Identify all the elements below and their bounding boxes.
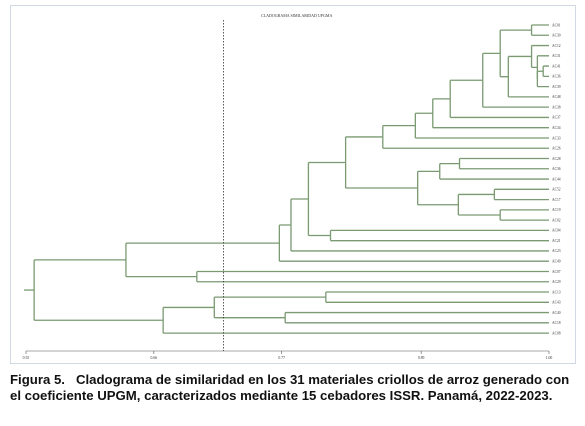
branch-n12: [458, 157, 549, 170]
branch-n26: [325, 291, 549, 303]
branches-group: [24, 24, 549, 334]
leaf-label: AC44: [552, 177, 561, 181]
branch-n15: [499, 209, 549, 221]
branch-n7: [499, 29, 532, 78]
dendrogram-plot: CLADOGRAMA SIMILARIDAD UPGMA AC01 AC30 AC1…: [23, 13, 561, 360]
branch-n27: [284, 311, 549, 324]
plot-title: CLADOGRAMA SIMILARIDAD UPGMA: [261, 13, 332, 18]
leaf-label: AC17: [552, 198, 561, 202]
branch-n2: [542, 65, 549, 77]
figure-frame: CLADOGRAMA SIMILARIDAD UPGMA AC01 AC30 AC1…: [10, 5, 576, 364]
x-tick-label: 0.77: [278, 356, 285, 360]
x-tick-label: 0.66: [151, 356, 158, 360]
caption-text: Cladograma de similaridad en los 31 mate…: [10, 372, 570, 403]
leaf-label: AC28: [552, 157, 561, 161]
leaf-label: AC39: [552, 85, 561, 89]
branch-n10: [432, 98, 549, 129]
leaf-label: AC21: [552, 239, 561, 243]
leaf-label: AC43: [552, 301, 561, 305]
leaf-label: AC40: [552, 311, 561, 315]
leaf-label: AC49: [552, 260, 561, 264]
branch-n22: [290, 198, 549, 252]
branch-n17: [417, 170, 459, 206]
branch-n9: [449, 79, 549, 119]
x-tick-label: 1.00: [546, 356, 553, 360]
branch-n16: [457, 193, 501, 216]
leaf-label: AC48: [552, 95, 561, 99]
leaf-label: AC29: [552, 280, 561, 284]
caption-label: Figura 5.: [10, 372, 65, 387]
leaf-label: AC31: [552, 54, 561, 58]
branch-n8: [482, 52, 549, 108]
x-tick-label: 0.89: [418, 356, 425, 360]
leaf-label: AC18: [552, 321, 561, 325]
branch-n13: [439, 162, 549, 180]
x-axis: 0.55 0.66 0.77 0.89 1.00: [23, 350, 553, 360]
leaf-label: AC08: [552, 331, 561, 335]
branch-n5: [530, 44, 549, 69]
leaf-label: AC12: [552, 44, 561, 48]
branch-n28: [213, 296, 326, 319]
leaf-label: AC38: [552, 105, 561, 109]
leaf-label: AC01: [552, 23, 561, 27]
branch-n30: [33, 259, 164, 321]
branch-n29: [162, 306, 549, 334]
leaf-label: AC36: [552, 75, 561, 79]
leaf-label: AC02: [552, 218, 561, 222]
leaf-label: AC41: [552, 64, 561, 68]
leaf-label: AC07: [552, 270, 561, 274]
branch-n24: [196, 270, 549, 283]
leaf-label: AC37: [552, 116, 561, 120]
branch-n20: [329, 229, 549, 242]
branch-n4: [536, 55, 549, 79]
leaf-label: AC19: [552, 208, 561, 212]
leaf-label: AC23: [552, 249, 561, 253]
branch-n1: [530, 24, 549, 36]
leaf-label: AC33: [552, 136, 561, 140]
branch-n21: [307, 161, 346, 237]
leaf-labels-group: AC01 AC30 AC12 AC31 AC41 AC36 AC39 AC48 AC38 AC37…: [552, 23, 561, 335]
leaf-label: AC30: [552, 34, 561, 38]
figure-caption: Figura 5. Cladograma de similaridad en l…: [10, 372, 578, 404]
x-tick-label: 0.55: [23, 356, 30, 360]
leaf-label: AC52: [552, 188, 561, 192]
leaf-label: AC34: [552, 126, 561, 130]
leaf-label: AC36: [552, 167, 561, 171]
leaf-label: AC04: [552, 229, 561, 233]
leaf-label: AC26: [552, 147, 561, 151]
branch-n19: [344, 136, 418, 189]
branch-n14: [493, 188, 549, 201]
branch-n18: [382, 124, 549, 149]
leaf-label: AC13: [552, 290, 561, 294]
branch-n6: [507, 55, 549, 98]
